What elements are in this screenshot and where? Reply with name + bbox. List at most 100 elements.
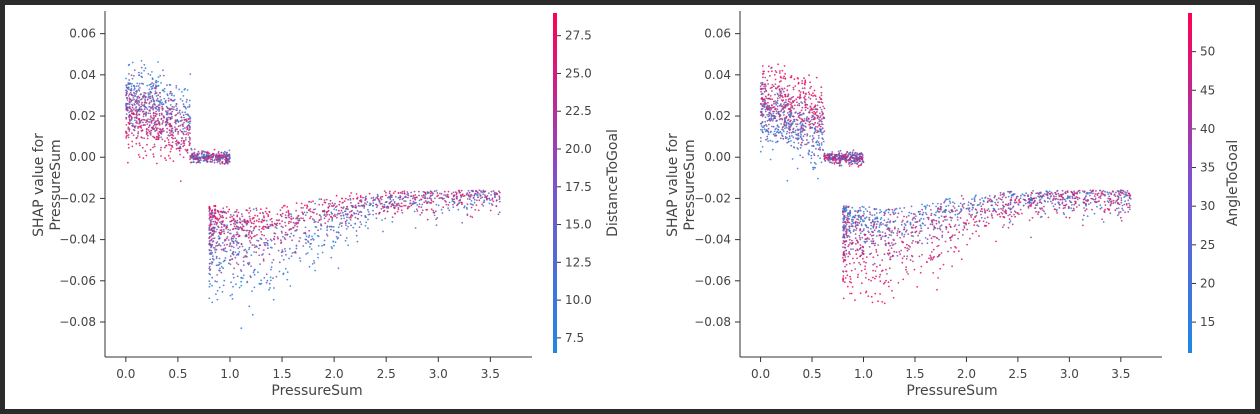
scatter-point — [859, 237, 861, 239]
scatter-point — [862, 220, 864, 223]
scatter-point — [288, 220, 291, 223]
scatter-point — [284, 267, 287, 270]
scatter-point — [148, 84, 151, 86]
scatter-point — [172, 160, 175, 163]
scatter-point — [769, 110, 772, 112]
scatter-point — [234, 223, 237, 226]
scatter-point — [131, 77, 134, 80]
colorbar-tick-label: 12.5 — [565, 255, 592, 269]
scatter-point — [775, 134, 778, 137]
scatter-point — [872, 240, 875, 242]
scatter-point — [828, 156, 831, 159]
scatter-point — [890, 234, 892, 237]
scatter-point — [851, 151, 854, 154]
scatter-point — [860, 215, 862, 218]
scatter-point — [389, 194, 392, 197]
scatter-point — [326, 211, 328, 213]
scatter-points — [759, 63, 1132, 305]
scatter-point — [801, 119, 804, 122]
scatter-point — [988, 210, 991, 213]
scatter-point — [988, 199, 991, 202]
scatter-point — [995, 240, 997, 243]
scatter-point — [270, 217, 273, 220]
scatter-point — [189, 158, 191, 161]
scatter-point — [156, 127, 159, 130]
scatter-point — [258, 254, 261, 257]
scatter-point — [851, 220, 853, 223]
scatter-point — [1054, 203, 1057, 206]
scatter-point — [209, 240, 212, 242]
scatter-point — [268, 288, 270, 291]
scatter-point — [328, 213, 331, 216]
scatter-point — [914, 240, 917, 243]
scatter-point — [908, 248, 910, 251]
scatter-point — [956, 219, 959, 221]
scatter-point — [448, 209, 451, 212]
scatter-point — [846, 221, 849, 224]
scatter-point — [154, 121, 157, 124]
scatter-point — [956, 213, 959, 216]
scatter-point — [169, 118, 172, 121]
scatter-point — [133, 95, 136, 97]
scatter-point — [238, 221, 241, 224]
scatter-point — [877, 244, 880, 246]
scatter-point — [779, 75, 782, 78]
scatter-point — [808, 74, 810, 77]
scatter-point — [870, 295, 873, 298]
scatter-point — [780, 99, 783, 101]
y-ticks: 0.060.040.020.00−0.02−0.04−0.06−0.08 — [59, 27, 105, 329]
scatter-point — [990, 213, 993, 215]
scatter-point — [396, 210, 399, 213]
scatter-point — [323, 201, 326, 204]
scatter-point — [935, 211, 937, 214]
scatter-point — [170, 98, 173, 101]
scatter-point — [393, 206, 396, 209]
scatter-point — [142, 113, 145, 116]
scatter-point — [813, 161, 816, 164]
scatter-point — [807, 96, 810, 99]
scatter-point — [1038, 201, 1041, 204]
scatter-point — [792, 119, 795, 121]
scatter-point — [849, 253, 851, 256]
scatter-point — [248, 248, 250, 251]
scatter-point — [975, 214, 978, 217]
scatter-point — [227, 228, 230, 231]
scatter-point — [818, 143, 821, 145]
x-tick-label: 3.0 — [429, 367, 448, 381]
scatter-point — [175, 109, 178, 111]
scatter-point — [976, 224, 979, 227]
scatter-point — [410, 191, 413, 194]
scatter-point — [133, 98, 136, 101]
scatter-point — [492, 190, 495, 192]
scatter-point — [806, 116, 809, 118]
scatter-point — [275, 219, 278, 222]
scatter-point — [770, 115, 773, 118]
scatter-point — [208, 228, 211, 231]
scatter-point — [1043, 205, 1045, 208]
scatter-point — [407, 194, 410, 197]
scatter-point — [147, 126, 150, 129]
scatter-point — [905, 268, 907, 271]
scatter-point — [193, 148, 196, 151]
scatter-point — [454, 191, 457, 194]
scatter-point — [784, 136, 787, 138]
scatter-point — [772, 85, 775, 88]
scatter-point — [968, 213, 971, 216]
scatter-point — [277, 249, 280, 252]
scatter-point — [1129, 204, 1131, 207]
scatter-point — [821, 110, 823, 113]
scatter-point — [996, 213, 999, 216]
scatter-point — [350, 210, 353, 213]
scatter-point — [174, 129, 177, 131]
scatter-point — [312, 200, 314, 203]
scatter-point — [796, 104, 799, 107]
scatter-point — [414, 198, 417, 201]
scatter-point — [987, 222, 990, 225]
scatter-point — [241, 215, 244, 218]
scatter-point — [218, 263, 221, 266]
scatter-point — [231, 235, 234, 238]
scatter-point — [128, 83, 131, 86]
scatter-point — [493, 191, 496, 194]
scatter-point — [814, 95, 817, 98]
scatter-point — [293, 251, 296, 254]
